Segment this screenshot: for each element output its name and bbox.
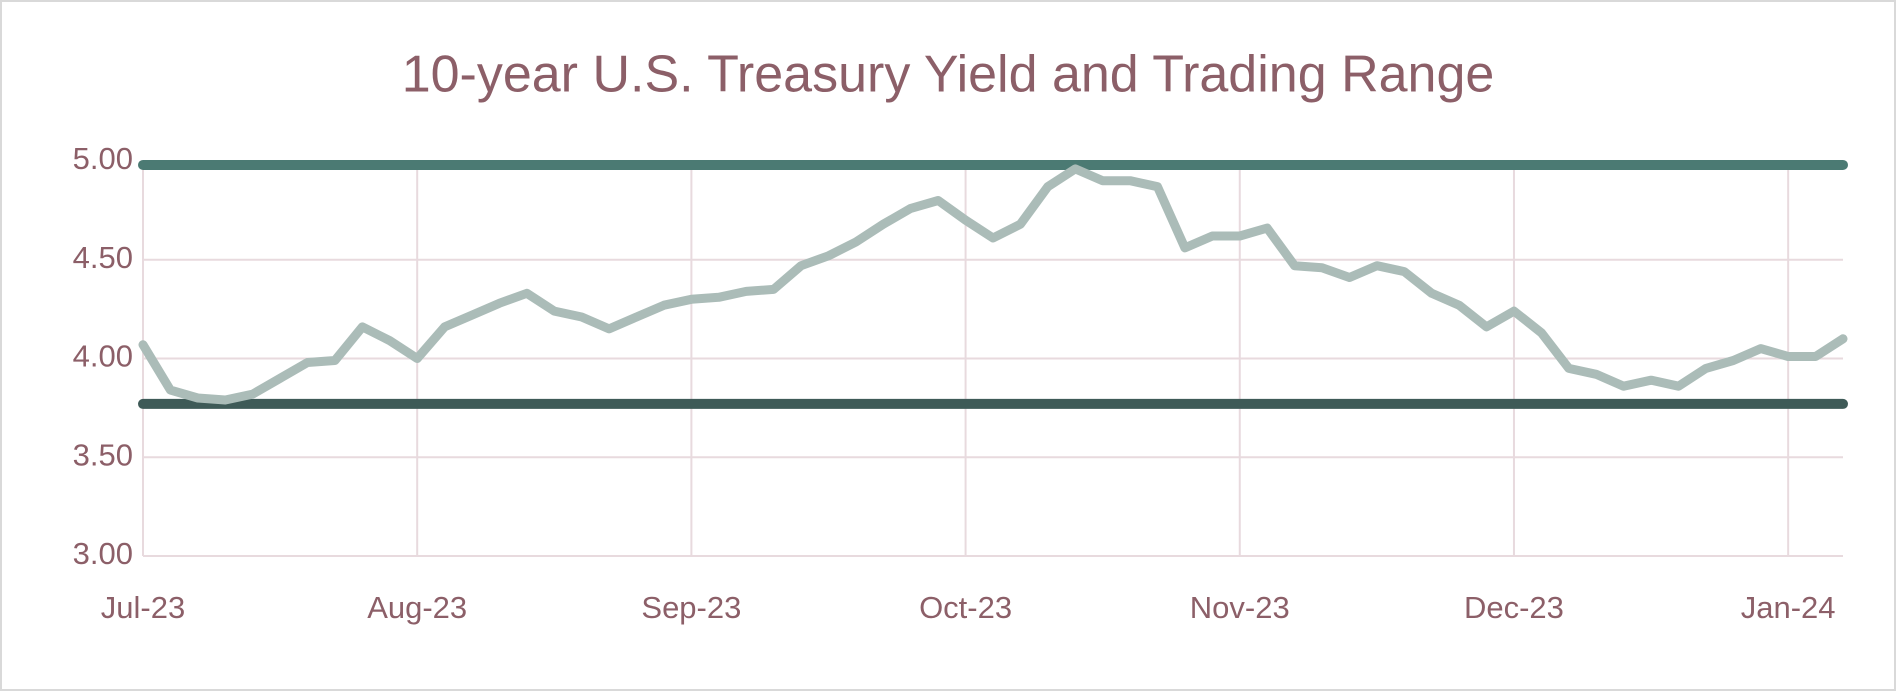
y-tick-label: 3.00 [73,536,133,571]
x-tick-label: Oct-23 [919,590,1012,625]
y-tick-label: 4.00 [73,339,133,374]
x-tick-label: Dec-23 [1464,590,1564,625]
x-tick-label: Sep-23 [641,590,741,625]
y-tick-label: 4.50 [73,240,133,275]
x-tick-label: Aug-23 [367,590,467,625]
x-tick-label: Jan-24 [1741,590,1836,625]
chart-title: 10-year U.S. Treasury Yield and Trading … [402,46,1495,104]
y-tick-label: 5.00 [73,141,133,176]
y-tick-label: 3.50 [73,437,133,472]
x-tick-label: Jul-23 [101,590,185,625]
x-tick-label: Nov-23 [1190,590,1290,625]
yield-line [138,164,1848,405]
